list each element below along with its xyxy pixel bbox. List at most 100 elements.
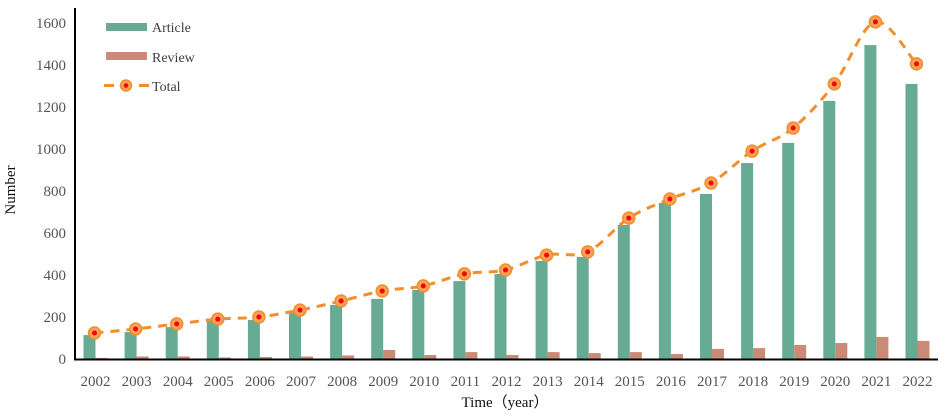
legend-label-review: Review	[152, 51, 196, 66]
x-tick-label: 2012	[492, 374, 522, 390]
review-bar	[424, 355, 437, 359]
marker-dot-icon	[123, 83, 129, 88]
review-bar	[383, 350, 396, 359]
total-marker-dot-icon	[174, 321, 180, 327]
x-tick-label: 2011	[451, 374, 480, 390]
legend-item-article: Article	[106, 21, 191, 36]
total-marker-dot-icon	[872, 19, 878, 25]
article-bar	[453, 281, 466, 359]
review-bar	[218, 357, 231, 359]
y-axis-title: Number	[3, 165, 19, 214]
x-tick-label: 2009	[368, 374, 398, 390]
article-bar	[330, 305, 343, 359]
x-tick-label: 2022	[903, 374, 933, 390]
total-marker-dot-icon	[297, 307, 303, 313]
total-marker-dot-icon	[790, 125, 796, 131]
y-tick-label: 0	[59, 352, 67, 368]
x-tick-label: 2016	[656, 374, 687, 390]
total-marker-dot-icon	[708, 180, 714, 186]
review-bar	[465, 352, 478, 359]
article-bar	[412, 289, 425, 359]
review-bar	[301, 356, 313, 359]
legend-label-total: Total	[152, 80, 181, 95]
x-tick-label: 2008	[327, 374, 357, 390]
article-bar	[700, 193, 712, 359]
y-tick-label: 400	[44, 268, 67, 284]
x-tick-label: 2014	[574, 374, 605, 390]
review-bar	[136, 356, 149, 359]
bar-series	[83, 45, 930, 360]
x-axis-title: Time（year）	[462, 394, 549, 411]
article-bar	[823, 100, 836, 360]
total-marker-dot-icon	[749, 148, 755, 154]
review-bar	[588, 353, 601, 359]
x-axis-ticks: 2002 2003 2004 2005 2006 2007 2008 2009 2010 2011…	[81, 374, 933, 390]
article-bar	[658, 203, 671, 359]
total-marker-dot-icon	[92, 330, 97, 336]
review-bar	[259, 356, 272, 359]
review-bar	[835, 343, 848, 359]
y-axis-ticks: 0 200 400 600 800 1000 1200 1400 1600	[36, 16, 66, 368]
review-bar	[794, 344, 807, 359]
total-marker-dot-icon	[379, 288, 385, 294]
x-tick-label: 2010	[409, 374, 439, 390]
y-tick-label: 1600	[36, 16, 66, 32]
x-tick-label: 2002	[81, 374, 111, 390]
total-marker-dot-icon	[831, 81, 837, 87]
x-tick-label: 2020	[820, 374, 850, 390]
total-marker-dot-icon	[338, 298, 344, 304]
total-marker-dot-icon	[420, 283, 426, 289]
x-tick-label: 2019	[779, 374, 809, 390]
total-marker-dot-icon	[626, 215, 632, 221]
article-bar	[864, 45, 877, 359]
review-bar	[712, 348, 724, 359]
review-bar	[547, 352, 560, 359]
article-bar	[247, 319, 260, 359]
total-line-series	[87, 15, 924, 340]
y-tick-label: 1000	[36, 142, 66, 158]
article-bar	[83, 335, 96, 359]
article-bar	[576, 256, 589, 359]
total-marker-dot-icon	[544, 252, 550, 258]
review-bar	[753, 348, 766, 359]
article-bar	[741, 163, 754, 359]
total-marker-dot-icon	[914, 61, 919, 67]
article-bar	[289, 312, 301, 359]
article-bar	[617, 225, 630, 359]
review-bar	[342, 355, 355, 359]
article-bar	[124, 332, 137, 359]
x-tick-label: 2018	[738, 374, 768, 390]
review-bar	[506, 355, 519, 359]
total-marker-dot-icon	[461, 271, 467, 277]
x-tick-label: 2013	[533, 374, 563, 390]
review-bar	[876, 336, 889, 359]
legend: Article Review Total	[104, 21, 196, 95]
x-tick-label: 2006	[245, 374, 276, 390]
x-tick-label: 2004	[163, 374, 194, 390]
x-tick-label: 2015	[615, 374, 645, 390]
article-bar	[165, 327, 178, 359]
article-bar	[494, 273, 507, 359]
y-tick-label: 1200	[36, 100, 66, 116]
review-bar	[670, 354, 683, 359]
review-bar	[629, 352, 642, 359]
total-marker-dot-icon	[585, 249, 591, 255]
total-marker-dot-icon	[133, 326, 139, 332]
legend-item-total: Total	[104, 79, 181, 95]
y-tick-label: 1400	[36, 58, 66, 74]
article-bar	[535, 260, 548, 359]
article-swatch-icon	[106, 23, 147, 31]
y-tick-label: 800	[44, 184, 67, 200]
x-tick-label: 2017	[697, 374, 728, 390]
x-tick-label: 2007	[286, 374, 317, 390]
article-bar	[782, 142, 795, 359]
x-tick-label: 2021	[861, 374, 891, 390]
y-tick-label: 600	[44, 226, 67, 242]
total-marker-dot-icon	[503, 267, 508, 273]
review-bar	[917, 340, 930, 359]
y-tick-label: 200	[44, 310, 67, 326]
total-marker-dot-icon	[667, 196, 673, 202]
x-tick-label: 2003	[122, 374, 152, 390]
legend-label-article: Article	[152, 21, 191, 36]
